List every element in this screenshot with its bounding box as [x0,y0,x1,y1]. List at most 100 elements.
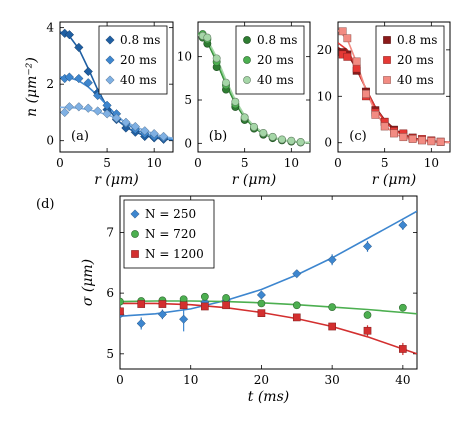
fit-line-2 [120,300,417,315]
data-point [380,122,389,131]
data-point [427,137,436,146]
y-tick-label: 0 [184,136,192,150]
y-tick-label: 0 [46,134,54,148]
data-layer [60,28,173,144]
legend-marker [105,35,115,45]
x-tick-label: 10 [424,156,439,170]
data-point [203,33,212,42]
y-tick-label: 5 [106,347,114,361]
legend-marker [243,76,251,84]
legend-label: 40 ms [397,73,434,87]
x-axis-label: r (μm) [94,172,138,188]
data-layer [198,30,310,147]
y-tick-label: 10 [177,50,192,64]
data-point [212,54,221,63]
legend-label: N = 250 [145,207,196,221]
y-axis-label: σ (μm) [80,259,96,306]
data-point [179,314,189,324]
legend-marker [383,76,391,84]
data-point [296,138,305,146]
panel-label: (d) [36,197,54,212]
legend-label: N = 720 [145,227,196,241]
data-point [83,78,93,88]
legend-box [123,199,215,269]
chart-panel-3: 0 5 10 0 10 20 r (μm) (c) 0.8 ms 20 ms 40 ms [317,21,451,188]
data-point [327,255,337,265]
data-point [74,42,84,53]
data-point [328,303,337,311]
legend-label: 40 ms [120,73,157,87]
data-point [256,290,266,300]
data-point [222,301,230,310]
data-point [399,133,408,142]
data-point [64,72,75,82]
legend-label: 0.8 ms [397,33,437,47]
data-point [352,57,361,66]
legend-marker [383,36,391,44]
legend-label: 0.8 ms [257,33,297,47]
data-point [398,220,408,230]
data-point [418,136,426,145]
data-point [74,73,84,84]
chart-panel-4: 0 10 20 30 40 5 6 7 t (ms) σ (μm) (d) N = 250 N = 72… [36,195,418,405]
data-point [120,297,124,306]
y-tick-label: 5 [184,93,192,107]
data-point [222,294,230,302]
y-tick-label: 2 [46,77,54,91]
x-axis-label: r (μm) [232,172,276,188]
data-point [64,30,75,40]
legend-label: 0.8 ms [120,33,160,47]
x-tick-label: 0 [56,156,64,170]
panel-label: (b) [209,129,227,144]
data-point [292,313,301,322]
data-point [102,109,112,119]
data-point [343,34,352,43]
data-point [240,113,249,122]
fit-line-3 [120,302,417,355]
data-point [408,135,417,143]
y-axis-label: n (μm⁻²) [24,57,40,117]
x-tick-label: 10 [284,156,299,170]
data-point [268,132,277,141]
data-point [436,137,445,146]
data-point [158,131,169,142]
data-point [201,302,209,311]
fit-line-1 [120,210,417,317]
data-point [231,97,240,106]
legend-label: 40 ms [257,73,294,87]
plot-frame [197,21,311,153]
data-point [121,117,131,127]
chart-panel-2: 0 5 10 0 5 10 r (μm) (b) 0.8 ms 20 ms 40 ms [177,21,311,188]
data-point [130,121,140,132]
data-point [363,326,372,335]
data-point [362,241,373,251]
data-point [363,311,372,319]
x-tick-label: 0 [194,156,202,170]
chart-panel-1: 0 5 10 0 2 4 r (μm) n (μm⁻²) (a) 0.8 ms 20 ms 40 ms [24,21,174,188]
legend-label: 20 ms [257,53,294,67]
legend-marker [105,55,115,65]
legend-marker [243,56,251,64]
legend-marker [105,75,115,85]
data-point [257,309,266,317]
legend: 0.8 ms 20 ms 40 ms [235,25,305,95]
y-tick-label: 10 [317,89,332,103]
x-tick-label: 5 [103,156,111,170]
data-point [259,128,268,137]
data-point [222,78,230,87]
data-point [111,113,122,123]
data-point [83,66,93,77]
data-point [136,318,146,329]
data-point [257,299,266,308]
data-point [137,300,146,308]
y-tick-label: 20 [317,43,332,57]
legend: 0.8 ms 20 ms 40 ms [98,25,168,95]
x-tick-label: 10 [183,373,198,387]
data-point [328,322,336,331]
x-axis-label: r (μm) [372,172,416,188]
data-point [278,135,286,144]
data-point [338,27,347,36]
data-point [64,102,75,112]
data-point [398,303,407,312]
